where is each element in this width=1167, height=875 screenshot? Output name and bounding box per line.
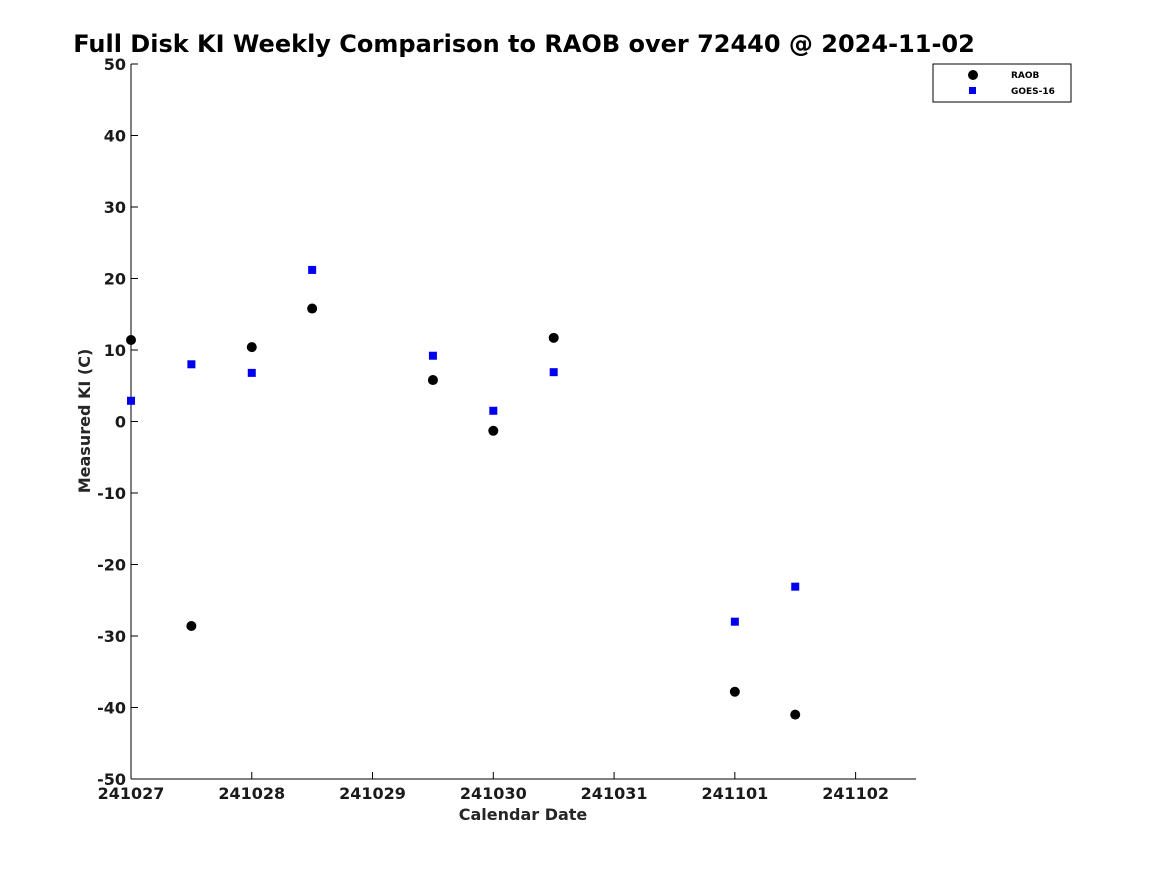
y-axis-title: Measured KI (C) [75, 349, 94, 494]
x-tick-label: 241101 [701, 784, 768, 803]
goes-16-point [791, 582, 800, 591]
y-tick-label: 0 [115, 413, 126, 432]
raob-point [427, 375, 438, 386]
x-tick-label: 241028 [218, 784, 285, 803]
legend-goes-label: GOES-16 [1011, 87, 1055, 97]
legend-raob-marker [968, 70, 978, 80]
raob-point [790, 709, 801, 720]
y-tick-label: -20 [97, 556, 126, 575]
goes-16-point [127, 396, 135, 405]
x-tick-label: 241102 [822, 784, 889, 803]
raob-point [246, 342, 257, 353]
raob-point [186, 620, 197, 631]
legend-raob-label: RAOB [1011, 71, 1040, 81]
legend-box [932, 63, 1072, 103]
legend-goes-marker [969, 87, 976, 94]
x-tick-label: 241030 [460, 784, 527, 803]
y-tick-label: 40 [104, 127, 126, 146]
y-tick-label: 50 [104, 55, 126, 74]
goes-16-point [308, 265, 317, 274]
raob-point [126, 334, 136, 345]
axes [130, 64, 916, 780]
x-axis-ticks: 241027 241028 241029 241030 241031 241101 2411… [98, 772, 889, 803]
x-tick-label: 241031 [581, 784, 648, 803]
x-tick-label: 241029 [339, 784, 406, 803]
y-tick-label: -40 [97, 699, 126, 718]
raob-point [307, 303, 318, 314]
goes-16-point [730, 617, 739, 626]
y-axis-ticks: 50 40 30 20 10 0 -10 -20 -30 -40 -50 [97, 55, 138, 789]
chart-title: Full Disk KI Weekly Comparison to RAOB o… [73, 30, 975, 58]
raob-point [729, 686, 740, 697]
y-tick-label: 20 [104, 270, 126, 289]
raob-point [488, 425, 499, 436]
goes-16-point [489, 406, 498, 415]
y-tick-label: -30 [97, 627, 126, 646]
y-tick-label: 10 [104, 341, 126, 360]
goes-16-point [428, 351, 437, 360]
y-tick-label: -10 [97, 484, 126, 503]
goes-16-point [187, 360, 196, 369]
goes-16-point [549, 368, 558, 377]
raob-point [548, 332, 559, 343]
data-points [126, 265, 801, 720]
goes-16-point [247, 368, 256, 377]
y-tick-label: -50 [97, 770, 126, 789]
x-axis-title: Calendar Date [459, 805, 588, 824]
y-tick-label: 30 [104, 198, 126, 217]
x-tick-label: 241027 [98, 784, 165, 803]
legend: RAOB GOES-16 [932, 63, 1072, 103]
